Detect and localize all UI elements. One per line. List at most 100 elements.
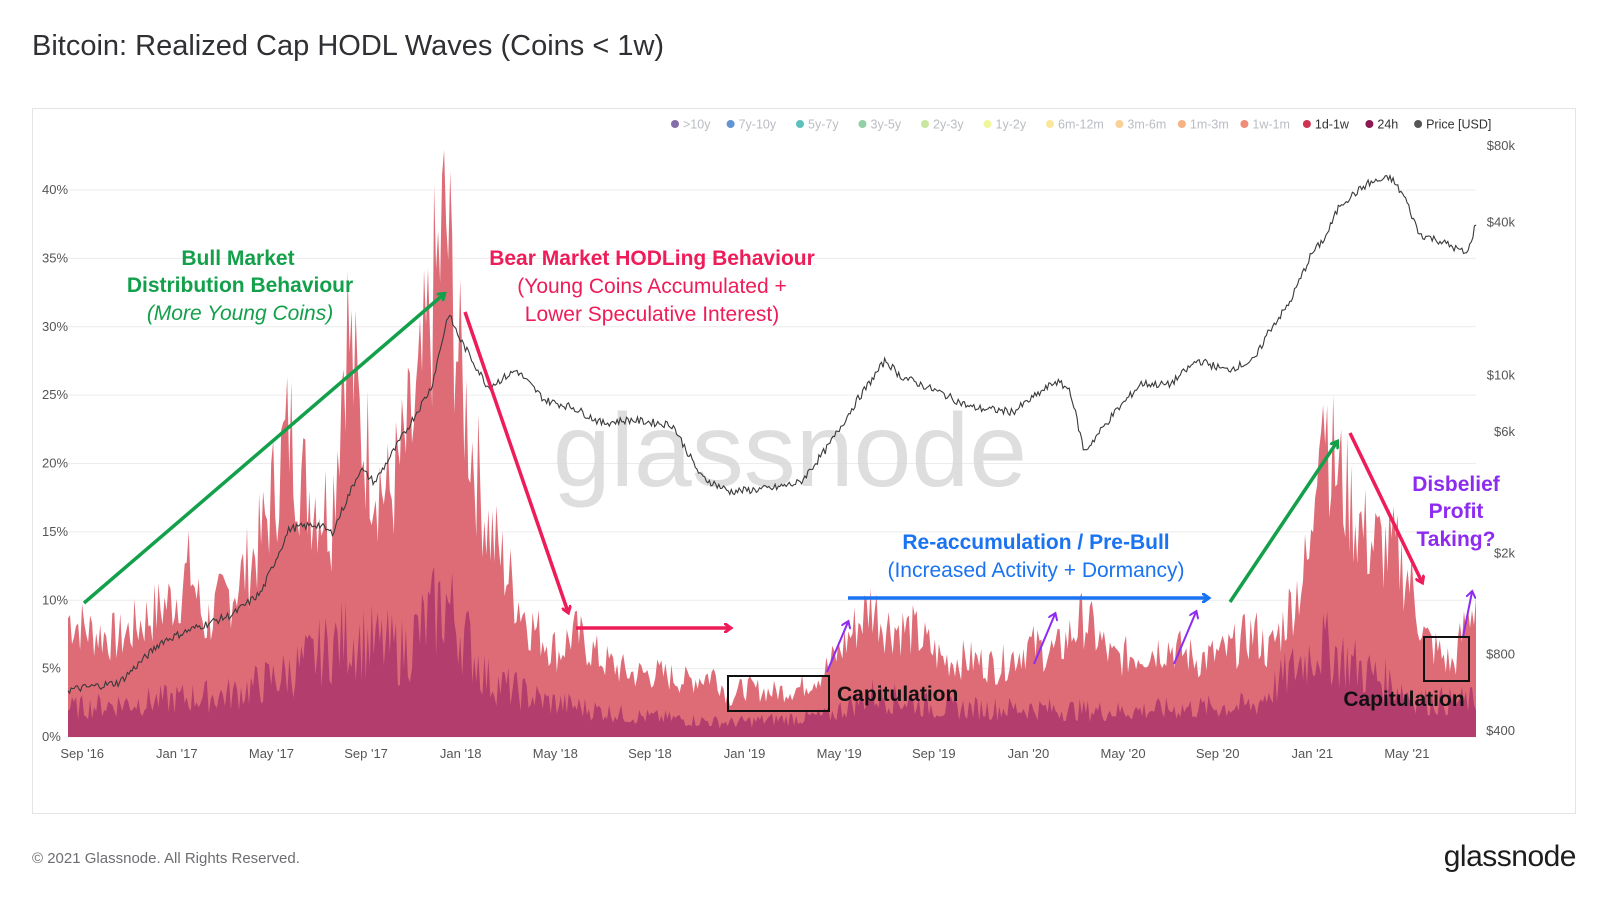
legend-item[interactable]: 7y-10y [726,118,777,132]
legend-label: 1d-1w [1315,118,1350,132]
legend-marker [726,120,735,128]
area-series [68,149,1476,738]
bear-title: Bear Market HODLing Behaviour [489,247,815,270]
y-right-tick-label: $40k [1487,215,1516,230]
bear-sub-2: Lower Speculative Interest) [525,303,779,326]
legend-marker [1302,120,1311,128]
legend-marker [983,120,992,128]
legend-marker [1365,120,1374,128]
y-left-tick-label: 25% [42,387,68,402]
reacc-title: Re-accumulation / Pre-Bull [902,531,1169,554]
x-tick-label: Sep '20 [1196,746,1240,761]
legend-label: 5y-7y [808,118,839,132]
area-1d-1w [68,149,1476,738]
legend-item[interactable]: 24h [1365,118,1398,132]
legend-label: 24h [1377,118,1398,132]
legend-item[interactable]: 1w-1m [1240,118,1290,132]
y-right-tick-label: $6k [1494,424,1515,439]
legend-label: 3y-5y [871,118,902,132]
bull-title-2: Distribution Behaviour [127,274,353,297]
disbelief-1: Disbelief [1412,473,1501,496]
legend-marker [921,120,929,128]
legend-label: 3m-6m [1127,118,1166,132]
y-left-tick-label: 15% [42,524,68,539]
y-right-tick-label: $80k [1487,138,1516,153]
x-tick-label: Jan '21 [1292,746,1334,761]
x-tick-label: May '21 [1384,746,1429,761]
bull-2021-arrow [1228,442,1337,603]
x-tick-label: Sep '16 [60,746,104,761]
capitulation-box-1 [727,675,830,712]
legend-item[interactable]: 3y-5y [858,118,902,132]
x-axis: Sep '16 Jan '17 May '17 Sep '17 Jan '18 May '… [60,746,1429,761]
bear-sub-1: (Young Coins Accumulated + [517,275,786,298]
capitulation-box-2 [1423,636,1470,682]
legend-item[interactable]: 3m-6m [1115,118,1166,132]
x-tick-label: Sep '18 [628,746,672,761]
legend-marker [1177,120,1186,128]
legend-marker [1414,120,1423,128]
price-series [67,173,1477,695]
x-tick-label: May '18 [533,746,578,761]
legend-item[interactable]: 2y-3y [921,118,964,132]
x-tick-label: Jan '17 [156,746,198,761]
x-tick-label: Jan '18 [440,746,482,761]
y-right-tick-label: $800 [1486,646,1515,661]
y-right-tick-label: $10k [1487,368,1516,383]
watermark: glassnode [553,393,1027,509]
legend-item[interactable]: >10y [671,118,711,132]
legend[interactable]: >10y 7y-10y 5y-7y 3y-5y 2y-3y 1y-2y 6m-12m 3m-6… [671,118,1491,132]
x-tick-label: Jan '19 [724,746,766,761]
legend-item[interactable]: 1m-3m [1177,118,1229,132]
legend-marker [1240,120,1249,128]
bull-arrow [82,294,444,605]
x-tick-label: Sep '19 [912,746,956,761]
capitulation-label-2: Capitulation [1343,688,1464,711]
y-axis-left: 0% 5% 10% 15% 20% 25% 30% 35% 40% [42,182,68,744]
x-tick-label: Jan '20 [1008,746,1050,761]
bear-arrow [463,311,568,612]
chart-frame [32,108,1576,814]
legend-label: 1m-3m [1190,118,1229,132]
legend-item[interactable]: 1y-2y [983,118,1027,132]
x-tick-label: Sep '17 [344,746,388,761]
area-24h [68,566,1476,737]
legend-item[interactable]: 1d-1w [1302,118,1350,132]
y-left-tick-label: 0% [42,729,61,744]
legend-marker [796,120,804,128]
disbelief-2: Profit [1429,500,1484,523]
x-tick-label: May '17 [249,746,294,761]
y-right-tick-label: $2k [1494,545,1515,560]
legend-marker [1115,120,1124,128]
legend-label: Price [USD] [1426,118,1491,132]
legend-marker [671,120,679,128]
purple-arrow-3 [1173,612,1196,665]
copyright: © 2021 Glassnode. All Rights Reserved. [32,850,300,867]
legend-label: 1y-2y [996,118,1027,132]
x-tick-label: May '19 [817,746,862,761]
y-left-tick-label: 30% [42,319,68,334]
x-tick-label: May '20 [1100,746,1145,761]
purple-arrow-4 [1462,592,1472,638]
capitulation-label-1: Capitulation [837,683,958,706]
legend-item[interactable]: 6m-12m [1046,118,1104,132]
legend-label: 7y-10y [739,118,777,132]
legend-label: 2y-3y [933,118,964,132]
bear-2021-arrow [1348,432,1422,582]
y-left-tick-label: 5% [42,661,61,676]
legend-item[interactable]: 5y-7y [796,118,839,132]
purple-arrow-2 [1033,614,1055,665]
legend-marker [1046,120,1054,128]
y-axis-right: $400 $800 $2k $6k $10k $40k $80k [1486,138,1515,738]
glassnode-logo: glassnode [1443,840,1577,873]
legend-item[interactable]: Price [USD] [1414,118,1491,132]
purple-arrow-1 [826,622,848,673]
bull-title-1: Bull Market [181,247,294,270]
price-line [67,173,1477,695]
chart-title: Bitcoin: Realized Cap HODL Waves (Coins … [32,30,665,62]
bull-sub: (More Young Coins) [147,302,333,325]
y-right-tick-label: $400 [1486,723,1515,738]
y-left-tick-label: 20% [42,456,68,471]
y-left-tick-label: 35% [42,250,68,265]
